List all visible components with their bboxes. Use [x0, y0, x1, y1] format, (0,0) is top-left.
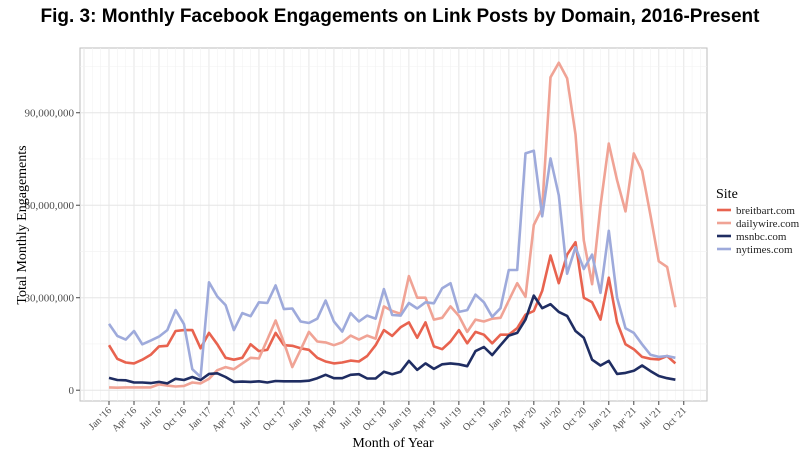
- series-line-nytimes: [107, 149, 676, 379]
- legend: Site breitbart.comdailywire.commsnbc.com…: [716, 187, 800, 256]
- x-tick-label: Apr '16: [110, 405, 139, 434]
- x-tick-label: Jan '18: [287, 405, 314, 432]
- x-tick-label: Apr '20: [510, 405, 539, 434]
- x-tick-label: Apr '19: [410, 405, 439, 434]
- x-tick-label: Jul '17: [238, 405, 264, 431]
- x-tick-label: Jul '18: [338, 405, 364, 431]
- y-tick-label: 30,000,000: [25, 293, 75, 305]
- x-tick-label: Oct '18: [361, 405, 389, 433]
- y-tick-label: 90,000,000: [25, 108, 75, 120]
- x-tick-label: Oct '21: [661, 405, 689, 433]
- y-tick-label: 60,000,000: [25, 200, 75, 212]
- series-line-msnbc: [108, 294, 676, 385]
- x-tick-label: Jan '21: [587, 405, 614, 432]
- legend-label: dailywire.com: [736, 218, 800, 230]
- x-tick-label: Jan '17: [187, 405, 214, 432]
- plot-panel: [79, 47, 708, 402]
- legend-label: msnbc.com: [736, 231, 787, 243]
- x-tick-label: Jul '20: [538, 405, 564, 431]
- legend-title: Site: [716, 187, 738, 202]
- x-tick-label: Apr '21: [610, 405, 639, 434]
- legend-label: nytimes.com: [736, 244, 793, 256]
- legend-label: breitbart.com: [736, 205, 795, 217]
- x-tick-label: Jul '21: [638, 405, 664, 431]
- x-tick-label: Oct '20: [561, 405, 589, 433]
- x-tick-label: Apr '18: [310, 405, 339, 434]
- y-tick-label: 0: [69, 385, 75, 397]
- x-tick-label: Oct '19: [461, 405, 489, 433]
- x-tick-label: Oct '17: [261, 405, 289, 433]
- x-tick-label: Apr '17: [210, 405, 239, 434]
- x-axis-label: Month of Year: [352, 436, 434, 451]
- x-tick-label: Jan '20: [487, 405, 514, 432]
- x-tick-label: Jul '16: [138, 405, 164, 431]
- x-tick-label: Jan '19: [387, 405, 414, 432]
- x-tick-label: Jan '16: [87, 405, 114, 432]
- x-tick-label: Oct '16: [161, 405, 189, 433]
- x-tick-label: Jul '19: [438, 405, 464, 431]
- y-axis-label: Total Monthly Engagements: [15, 145, 30, 304]
- chart-title: Fig. 3: Monthly Facebook Engagements on …: [40, 6, 760, 27]
